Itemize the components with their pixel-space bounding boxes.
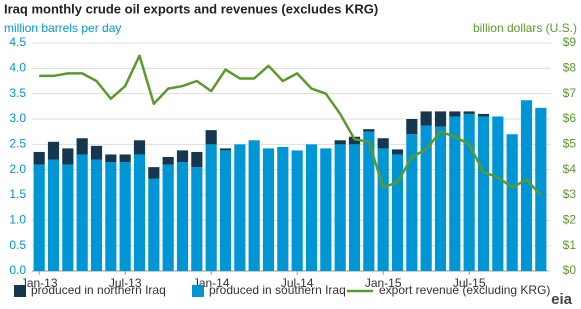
bar-segment (33, 151, 45, 165)
bar-segment (105, 162, 117, 271)
bar-segment (234, 144, 246, 271)
bar-segment (492, 116, 504, 271)
y2-tick-label: $5 (563, 137, 577, 151)
bar-segment (277, 146, 289, 271)
bar-segment (449, 111, 461, 117)
bar-segment (377, 138, 389, 149)
bar-segment (406, 134, 418, 271)
bar-segment (219, 148, 232, 151)
y-tick-label: 0.5 (9, 238, 26, 252)
bar-segment (377, 148, 389, 271)
x-tick-label: Jul-14 (281, 276, 314, 290)
bar-segment (449, 116, 461, 271)
bar-segment (363, 129, 375, 132)
bar-segment (463, 113, 475, 271)
bar-segment (463, 111, 475, 114)
bar-segment (262, 148, 275, 271)
bar-segment (291, 150, 303, 271)
bar-segment (62, 164, 74, 271)
legend-label: produced in southern Iraq (209, 283, 346, 297)
bar-segment (506, 134, 518, 271)
bar-segment (76, 138, 88, 155)
y2-tick-label: $0 (563, 263, 577, 277)
bar-segment (148, 167, 160, 179)
bar-segment (391, 154, 404, 271)
bar-segment (248, 140, 260, 271)
bar-segment (133, 154, 146, 271)
bar-segment (305, 144, 318, 271)
bar-segment (162, 164, 174, 271)
bar-segment (205, 130, 217, 145)
bar-segment (320, 148, 332, 271)
y2-tick-label: $6 (563, 111, 577, 125)
bar-segment (420, 111, 432, 126)
bar-segment (477, 113, 490, 117)
chart-title: Iraq monthly crude oil exports and reven… (4, 1, 378, 16)
bar-segment (176, 162, 189, 271)
y2-tick-label: $1 (563, 238, 577, 252)
y2-tick-label: $3 (563, 187, 577, 201)
bar-segment (119, 162, 131, 271)
y2-tick-label: $8 (563, 61, 577, 75)
x-tick-label: Jul-13 (109, 276, 142, 290)
y-tick-label: 3.0 (9, 111, 26, 125)
bar-segment (191, 167, 203, 271)
bar-segment (434, 126, 447, 271)
bar-segment (133, 140, 146, 155)
bar-segment (520, 100, 533, 272)
bar-segment (434, 111, 447, 127)
bar-segment (363, 131, 375, 271)
y-tick-label: 2.5 (9, 137, 26, 151)
bar-segment (391, 149, 404, 155)
line (39, 54, 542, 196)
bar-segment (162, 157, 174, 165)
bar-segment (90, 159, 103, 271)
y2-tick-label: $9 (563, 35, 577, 49)
x-tick-label: Jul-15 (453, 276, 486, 290)
bar-segment (334, 144, 346, 271)
bar-segment (47, 159, 60, 271)
y-tick-label: 0.0 (9, 263, 26, 277)
y-tick-label: 1.5 (9, 187, 26, 201)
y-tick-label: 3.5 (9, 86, 26, 100)
bar-segment (191, 151, 203, 168)
y2-tick-label: $7 (563, 86, 577, 100)
bar-segment (176, 150, 189, 163)
y-tick-label: 1.0 (9, 213, 26, 227)
bar-segment (219, 150, 232, 271)
bar-segment (47, 141, 60, 160)
bar-segment (119, 154, 131, 163)
bar-segment (148, 178, 160, 271)
x-tick-label: Jan-13 (21, 276, 58, 290)
bar-segment (105, 154, 117, 163)
legend-swatch (192, 285, 204, 297)
x-tick-label: Jan-15 (365, 276, 402, 290)
y-axis-title: million barrels per day (4, 21, 121, 35)
bar-segment (90, 145, 103, 160)
y-tick-label: 2.0 (9, 162, 26, 176)
bar-segment (62, 148, 74, 165)
logo: eia (551, 291, 573, 308)
y2-tick-label: $2 (563, 213, 577, 227)
bar-segment (420, 125, 432, 271)
y2-axis-title: billion dollars (U.S.) (473, 21, 577, 35)
bar-segment (76, 154, 88, 271)
bar-segment (205, 144, 217, 271)
legend-swatch (14, 285, 26, 297)
bar-segment (477, 116, 490, 271)
y2-tick-label: $4 (563, 162, 577, 176)
bar-segment (535, 107, 547, 271)
bar-segment (33, 164, 45, 271)
y-tick-label: 4.5 (9, 35, 26, 49)
bar-segment (406, 119, 418, 135)
y-tick-label: 4.0 (9, 61, 26, 75)
legend-label: export revenue (excluding KRG) (379, 283, 550, 297)
bar-segment (348, 144, 361, 271)
legend-label: produced in northern Iraq (31, 283, 166, 297)
bar-segment (334, 140, 346, 145)
